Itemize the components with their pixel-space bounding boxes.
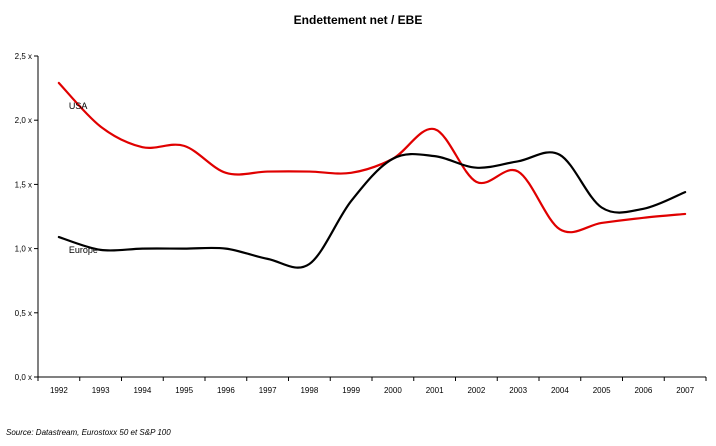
x-tick-label: 2005 [593, 386, 611, 395]
x-tick-label: 2003 [509, 386, 527, 395]
series-label-usa: USA [69, 101, 88, 111]
x-tick-label: 1996 [217, 386, 235, 395]
y-tick-label: 0,0 x [15, 373, 32, 382]
x-tick-label: 1998 [300, 386, 318, 395]
y-tick-label: 2,0 x [15, 116, 32, 125]
x-tick-label: 1992 [50, 386, 68, 395]
series-lines [57, 81, 687, 269]
y-tick-label: 1,0 x [15, 245, 32, 254]
x-tick-label: 2001 [426, 386, 444, 395]
y-tick-label: 0,5 x [15, 309, 32, 318]
x-tick-label: 1999 [342, 386, 360, 395]
x-tick-label: 2002 [467, 386, 485, 395]
x-tick-label: 1993 [92, 386, 110, 395]
series-labels: USA Europe [69, 101, 98, 255]
x-tick-label: 2006 [634, 386, 652, 395]
x-tick-label: 1997 [259, 386, 277, 395]
series-line-europe [57, 151, 687, 269]
axes [34, 55, 707, 381]
y-tick-label: 2,5 x [15, 52, 32, 61]
x-tick-label: 2000 [384, 386, 402, 395]
x-tick-labels: 1992 1993 1994 1995 1996 1997 1998 1999 2000 2001… [50, 386, 695, 395]
series-line-usa [57, 81, 687, 234]
y-tick-labels: 0,0 x 0,5 x 1,0 x 1,5 x 2,0 x 2,5 x [15, 52, 32, 382]
x-tick-label: 2004 [551, 386, 569, 395]
chart-title: Endettement net / EBE [294, 13, 423, 27]
series-label-europe: Europe [69, 245, 98, 255]
x-tick-label: 1995 [175, 386, 193, 395]
x-tick-label: 1994 [133, 386, 151, 395]
y-tick-label: 1,5 x [15, 180, 32, 189]
x-tick-label: 2007 [676, 386, 694, 395]
source-note: Source: Datastream, Eurostoxx 50 et S&P … [6, 428, 171, 437]
